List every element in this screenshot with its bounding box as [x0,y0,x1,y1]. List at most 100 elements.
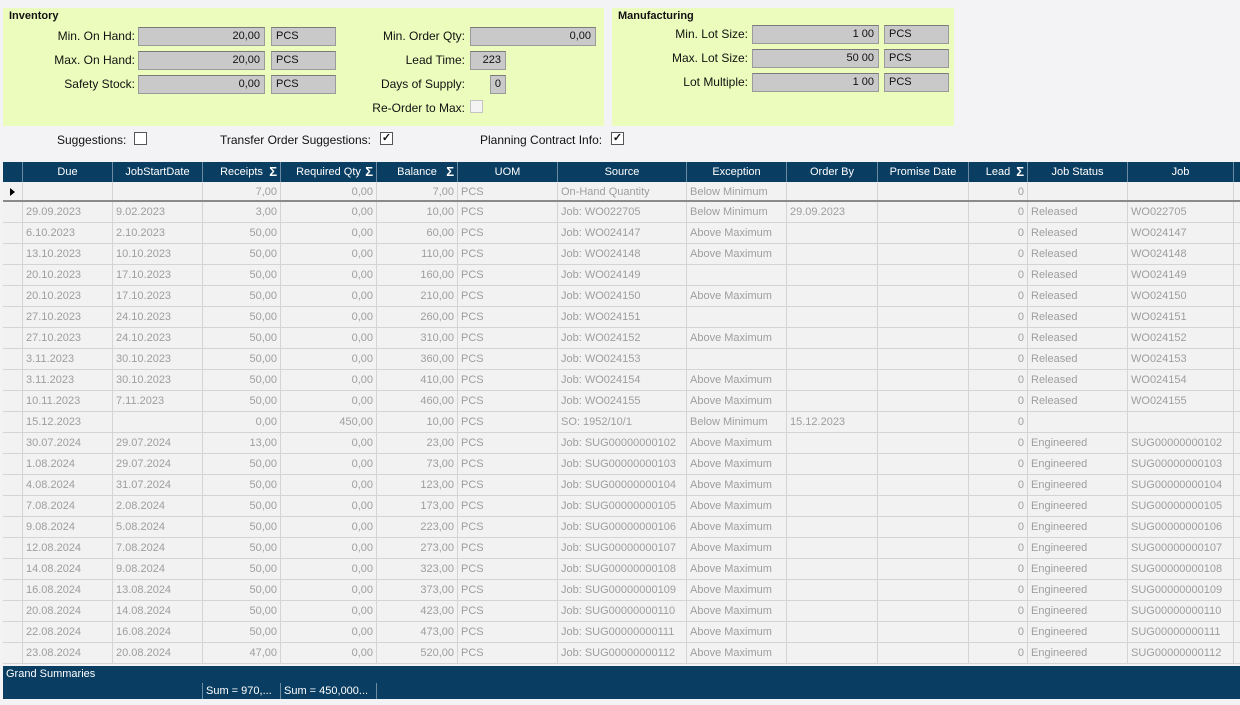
cell-uom[interactable]: PCS [458,412,558,432]
row-selector[interactable] [3,433,23,453]
transfer-order-checkbox[interactable]: ✓ [380,132,393,145]
cell-receipts[interactable]: 50,00 [203,223,281,243]
max-lot-size-uom[interactable]: PCS [884,49,949,68]
cell-due[interactable]: 12.08.2024 [23,538,113,558]
cell-uom[interactable]: PCS [458,622,558,642]
column-header-uom[interactable]: UOM [458,162,558,182]
cell-lead[interactable]: 0 [969,580,1028,600]
cell-job-start-date[interactable]: 13.08.2024 [113,580,203,600]
cell-required-qty[interactable]: 0,00 [281,517,377,537]
days-of-supply-field[interactable]: 0 [490,75,506,94]
cell-promise-date[interactable] [878,202,969,222]
cell-balance[interactable]: 7,00 [377,182,458,200]
cell-uom[interactable]: PCS [458,307,558,327]
cell-job-start-date[interactable]: 30.10.2023 [113,349,203,369]
cell-lead[interactable]: 0 [969,475,1028,495]
cell-due[interactable]: 6.10.2023 [23,223,113,243]
cell-job-start-date[interactable]: 2.08.2024 [113,496,203,516]
cell-uom[interactable]: PCS [458,223,558,243]
row-selector[interactable] [3,328,23,348]
table-row[interactable]: 13.10.2023 10.10.2023 50,00 0,00 110,00 PCS Jo… [3,244,1240,265]
row-selector[interactable] [3,454,23,474]
cell-source[interactable]: Job: WO024154 [558,370,687,390]
cell-job[interactable]: SUG00000000111 [1128,622,1234,642]
cell-order-by[interactable] [787,580,878,600]
cell-uom[interactable]: PCS [458,265,558,285]
table-row[interactable]: 10.11.2023 7.11.2023 50,00 0,00 460,00 PCS Job… [3,391,1240,412]
cell-due[interactable]: 9.08.2024 [23,517,113,537]
cell-due[interactable]: 15.12.2023 [23,412,113,432]
cell-job[interactable] [1128,182,1234,200]
cell-lead[interactable]: 0 [969,496,1028,516]
cell-balance[interactable]: 73,00 [377,454,458,474]
cell-lead[interactable]: 0 [969,601,1028,621]
cell-source[interactable]: Job: SUG00000000102 [558,433,687,453]
cell-lead[interactable]: 0 [969,538,1028,558]
cell-source[interactable]: Job: WO024155 [558,391,687,411]
cell-receipts[interactable]: 50,00 [203,286,281,306]
cell-order-by[interactable] [787,370,878,390]
cell-job-start-date[interactable]: 17.10.2023 [113,265,203,285]
cell-required-qty[interactable]: 0,00 [281,643,377,663]
cell-required-qty[interactable]: 0,00 [281,370,377,390]
cell-balance[interactable]: 410,00 [377,370,458,390]
table-row[interactable]: 16.08.2024 13.08.2024 50,00 0,00 373,00 PCS Jo… [3,580,1240,601]
column-header-job[interactable]: Job [1128,162,1234,182]
cell-exception[interactable] [687,307,787,327]
row-selector[interactable] [3,244,23,264]
cell-due[interactable]: 7.08.2024 [23,496,113,516]
cell-required-qty[interactable]: 0,00 [281,349,377,369]
cell-job-start-date[interactable]: 29.07.2024 [113,433,203,453]
column-header-lead[interactable]: Lead Σ [969,162,1028,182]
table-row[interactable]: 3.11.2023 30.10.2023 50,00 0,00 410,00 PCS Job… [3,370,1240,391]
cell-due[interactable]: 27.10.2023 [23,307,113,327]
cell-promise-date[interactable] [878,182,969,200]
cell-job-start-date[interactable]: 7.08.2024 [113,538,203,558]
row-selector[interactable] [3,643,23,663]
cell-job-start-date[interactable]: 9.08.2024 [113,559,203,579]
cell-job[interactable]: SUG00000000105 [1128,496,1234,516]
cell-job-status[interactable]: Released [1028,265,1128,285]
cell-order-by[interactable] [787,265,878,285]
cell-due[interactable]: 1.08.2024 [23,454,113,474]
lot-multiple-field[interactable]: 1 00 [752,73,879,92]
cell-promise-date[interactable] [878,370,969,390]
cell-source[interactable]: On-Hand Quantity [558,182,687,200]
cell-source[interactable]: Job: WO024152 [558,328,687,348]
cell-required-qty[interactable]: 0,00 [281,328,377,348]
cell-exception[interactable]: Above Maximum [687,286,787,306]
cell-due[interactable]: 16.08.2024 [23,580,113,600]
cell-order-by[interactable] [787,223,878,243]
cell-uom[interactable]: PCS [458,433,558,453]
cell-job[interactable]: SUG00000000109 [1128,580,1234,600]
cell-job[interactable] [1128,412,1234,432]
cell-source[interactable]: Job: SUG00000000103 [558,454,687,474]
column-header-job-start-date[interactable]: JobStartDate [113,162,203,182]
cell-job-start-date[interactable]: 17.10.2023 [113,286,203,306]
lot-multiple-uom[interactable]: PCS [884,73,949,92]
cell-job[interactable]: SUG00000000106 [1128,517,1234,537]
cell-job-status[interactable]: Engineered [1028,580,1128,600]
cell-required-qty[interactable]: 450,00 [281,412,377,432]
cell-order-by[interactable] [787,182,878,200]
cell-promise-date[interactable] [878,517,969,537]
cell-due[interactable]: 30.07.2024 [23,433,113,453]
cell-job-start-date[interactable]: 20.08.2024 [113,643,203,663]
column-header-source[interactable]: Source [558,162,687,182]
table-row[interactable]: 20.08.2024 14.08.2024 50,00 0,00 423,00 PCS Jo… [3,601,1240,622]
cell-balance[interactable]: 520,00 [377,643,458,663]
cell-receipts[interactable]: 50,00 [203,328,281,348]
row-selector[interactable] [3,601,23,621]
cell-receipts[interactable]: 50,00 [203,391,281,411]
cell-promise-date[interactable] [878,286,969,306]
cell-receipts[interactable]: 50,00 [203,559,281,579]
cell-balance[interactable]: 223,00 [377,517,458,537]
cell-exception[interactable]: Below Minimum [687,202,787,222]
cell-exception[interactable]: Above Maximum [687,391,787,411]
cell-lead[interactable]: 0 [969,223,1028,243]
cell-promise-date[interactable] [878,496,969,516]
cell-order-by[interactable] [787,622,878,642]
cell-exception[interactable]: Above Maximum [687,538,787,558]
cell-order-by[interactable]: 29.09.2023 [787,202,878,222]
table-row[interactable]: 30.07.2024 29.07.2024 13,00 0,00 23,00 PCS Job… [3,433,1240,454]
